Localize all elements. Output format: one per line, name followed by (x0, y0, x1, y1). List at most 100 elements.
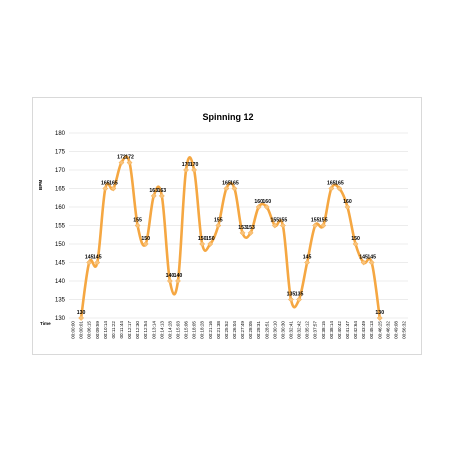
data-point (376, 315, 383, 321)
x-tick-label: 00:46:32 (385, 321, 390, 339)
data-point (255, 204, 262, 210)
data-label: 160 (262, 199, 271, 205)
x-tick-label: 00:06:15 (87, 321, 92, 339)
data-label: 145 (367, 255, 376, 261)
data-point (304, 259, 311, 266)
x-tick-label: 00:11:22 (111, 321, 116, 339)
data-label: 163 (149, 188, 158, 194)
y-tick-label: 145 (55, 261, 66, 267)
data-point (134, 222, 141, 229)
x-tick-label: 00:15:03 (175, 321, 180, 339)
data-point (336, 185, 343, 192)
data-point (312, 222, 319, 229)
data-label: 165 (222, 181, 231, 187)
x-tick-label: 00:41:47 (345, 321, 350, 339)
data-point (166, 278, 173, 284)
x-axis-label: Time (40, 321, 51, 326)
x-tick-label: 00:38:15 (321, 321, 326, 339)
x-tick-label: 00:25:52 (224, 321, 229, 339)
data-label: 135 (295, 292, 304, 298)
x-tick-label: 00:42:64 (353, 321, 358, 339)
data-point (320, 222, 327, 229)
data-label: 140 (166, 273, 175, 279)
data-point (183, 167, 189, 173)
data-point (199, 241, 206, 247)
x-tick-label: 00:14:13 (159, 321, 164, 339)
data-label: 165 (101, 181, 110, 187)
x-tick-label: 00:27:49 (240, 321, 245, 339)
data-point (126, 159, 133, 166)
y-tick-label: 180 (55, 131, 66, 137)
data-point (158, 192, 165, 199)
x-tick-label: 00:18:28 (200, 321, 205, 339)
data-point (94, 259, 101, 266)
data-label: 155 (279, 218, 288, 224)
x-tick-label: 00:46:25 (377, 321, 382, 339)
data-label: 130 (77, 310, 86, 316)
data-point (279, 222, 286, 229)
data-label: 153 (246, 225, 255, 231)
data-label: 145 (303, 255, 312, 261)
y-tick-label: 165 (55, 187, 66, 193)
x-tick-label: 00:11:44 (119, 321, 124, 339)
data-point (231, 185, 238, 192)
data-point (344, 204, 351, 210)
data-label: 155 (133, 218, 142, 224)
data-label: 160 (343, 199, 352, 205)
x-tick-label: 00:28:51 (264, 321, 269, 339)
x-tick-label: 00:12:30 (135, 321, 140, 339)
data-point (271, 222, 278, 229)
x-tick-label: 00:28:05 (248, 321, 253, 339)
data-point (102, 185, 109, 192)
data-point (150, 192, 157, 199)
x-tick-label: 00:28:31 (256, 321, 261, 339)
chart-card: Spinning 12 130 145 145 165 165 172 172 155 150 1… (32, 97, 422, 355)
data-label: 150 (206, 236, 215, 242)
x-tick-label: 00:10:14 (103, 321, 108, 339)
data-label: 165 (335, 181, 344, 187)
data-point (239, 229, 246, 236)
data-point (118, 159, 125, 166)
data-label: 155 (270, 218, 279, 224)
data-label: 165 (230, 181, 239, 187)
x-tick-label: 00:30:30 (280, 321, 285, 339)
x-tick-label: 00:21:16 (208, 321, 213, 339)
x-tick-label: 00:45:13 (369, 321, 374, 339)
y-tick-label: 175 (55, 150, 66, 156)
data-point (191, 167, 198, 173)
x-tick-label: 00:14:28 (167, 321, 172, 339)
data-point (78, 315, 85, 321)
x-tick-label: 00:37:57 (313, 321, 318, 339)
data-label: 130 (375, 310, 384, 316)
x-tick-label: 00:00:00 (71, 321, 76, 339)
data-label: 155 (214, 218, 223, 224)
x-tick-label: 00:09:59 (95, 321, 100, 339)
x-tick-label: 00:15:06 (184, 321, 189, 339)
data-point (263, 204, 270, 210)
chart-title: Spinning 12 (202, 112, 253, 122)
y-tick-label: 150 (55, 242, 66, 248)
x-tick-label: 00:12:54 (143, 321, 148, 339)
y-tick-label: 160 (55, 205, 66, 211)
data-label: 140 (174, 273, 183, 279)
data-label: 145 (93, 255, 102, 261)
data-label: 155 (311, 218, 320, 224)
data-label: 150 (351, 236, 360, 242)
data-point (328, 185, 335, 192)
x-tick-label: 00:32:41 (288, 321, 293, 339)
data-point (215, 222, 222, 229)
x-tick-label: 00:43:49 (361, 321, 366, 339)
y-tick-label: 170 (55, 168, 66, 174)
data-label: 145 (359, 255, 368, 261)
data-point (86, 259, 93, 266)
x-tick-label: 00:12:17 (127, 321, 132, 339)
y-tick-label: 155 (55, 224, 66, 230)
data-point (142, 241, 149, 247)
data-label: 135 (287, 292, 296, 298)
x-tick-label: 00:30:10 (272, 321, 277, 339)
series-line (79, 155, 382, 319)
data-point (360, 259, 367, 266)
data-label: 155 (319, 218, 328, 224)
data-point (352, 241, 359, 247)
